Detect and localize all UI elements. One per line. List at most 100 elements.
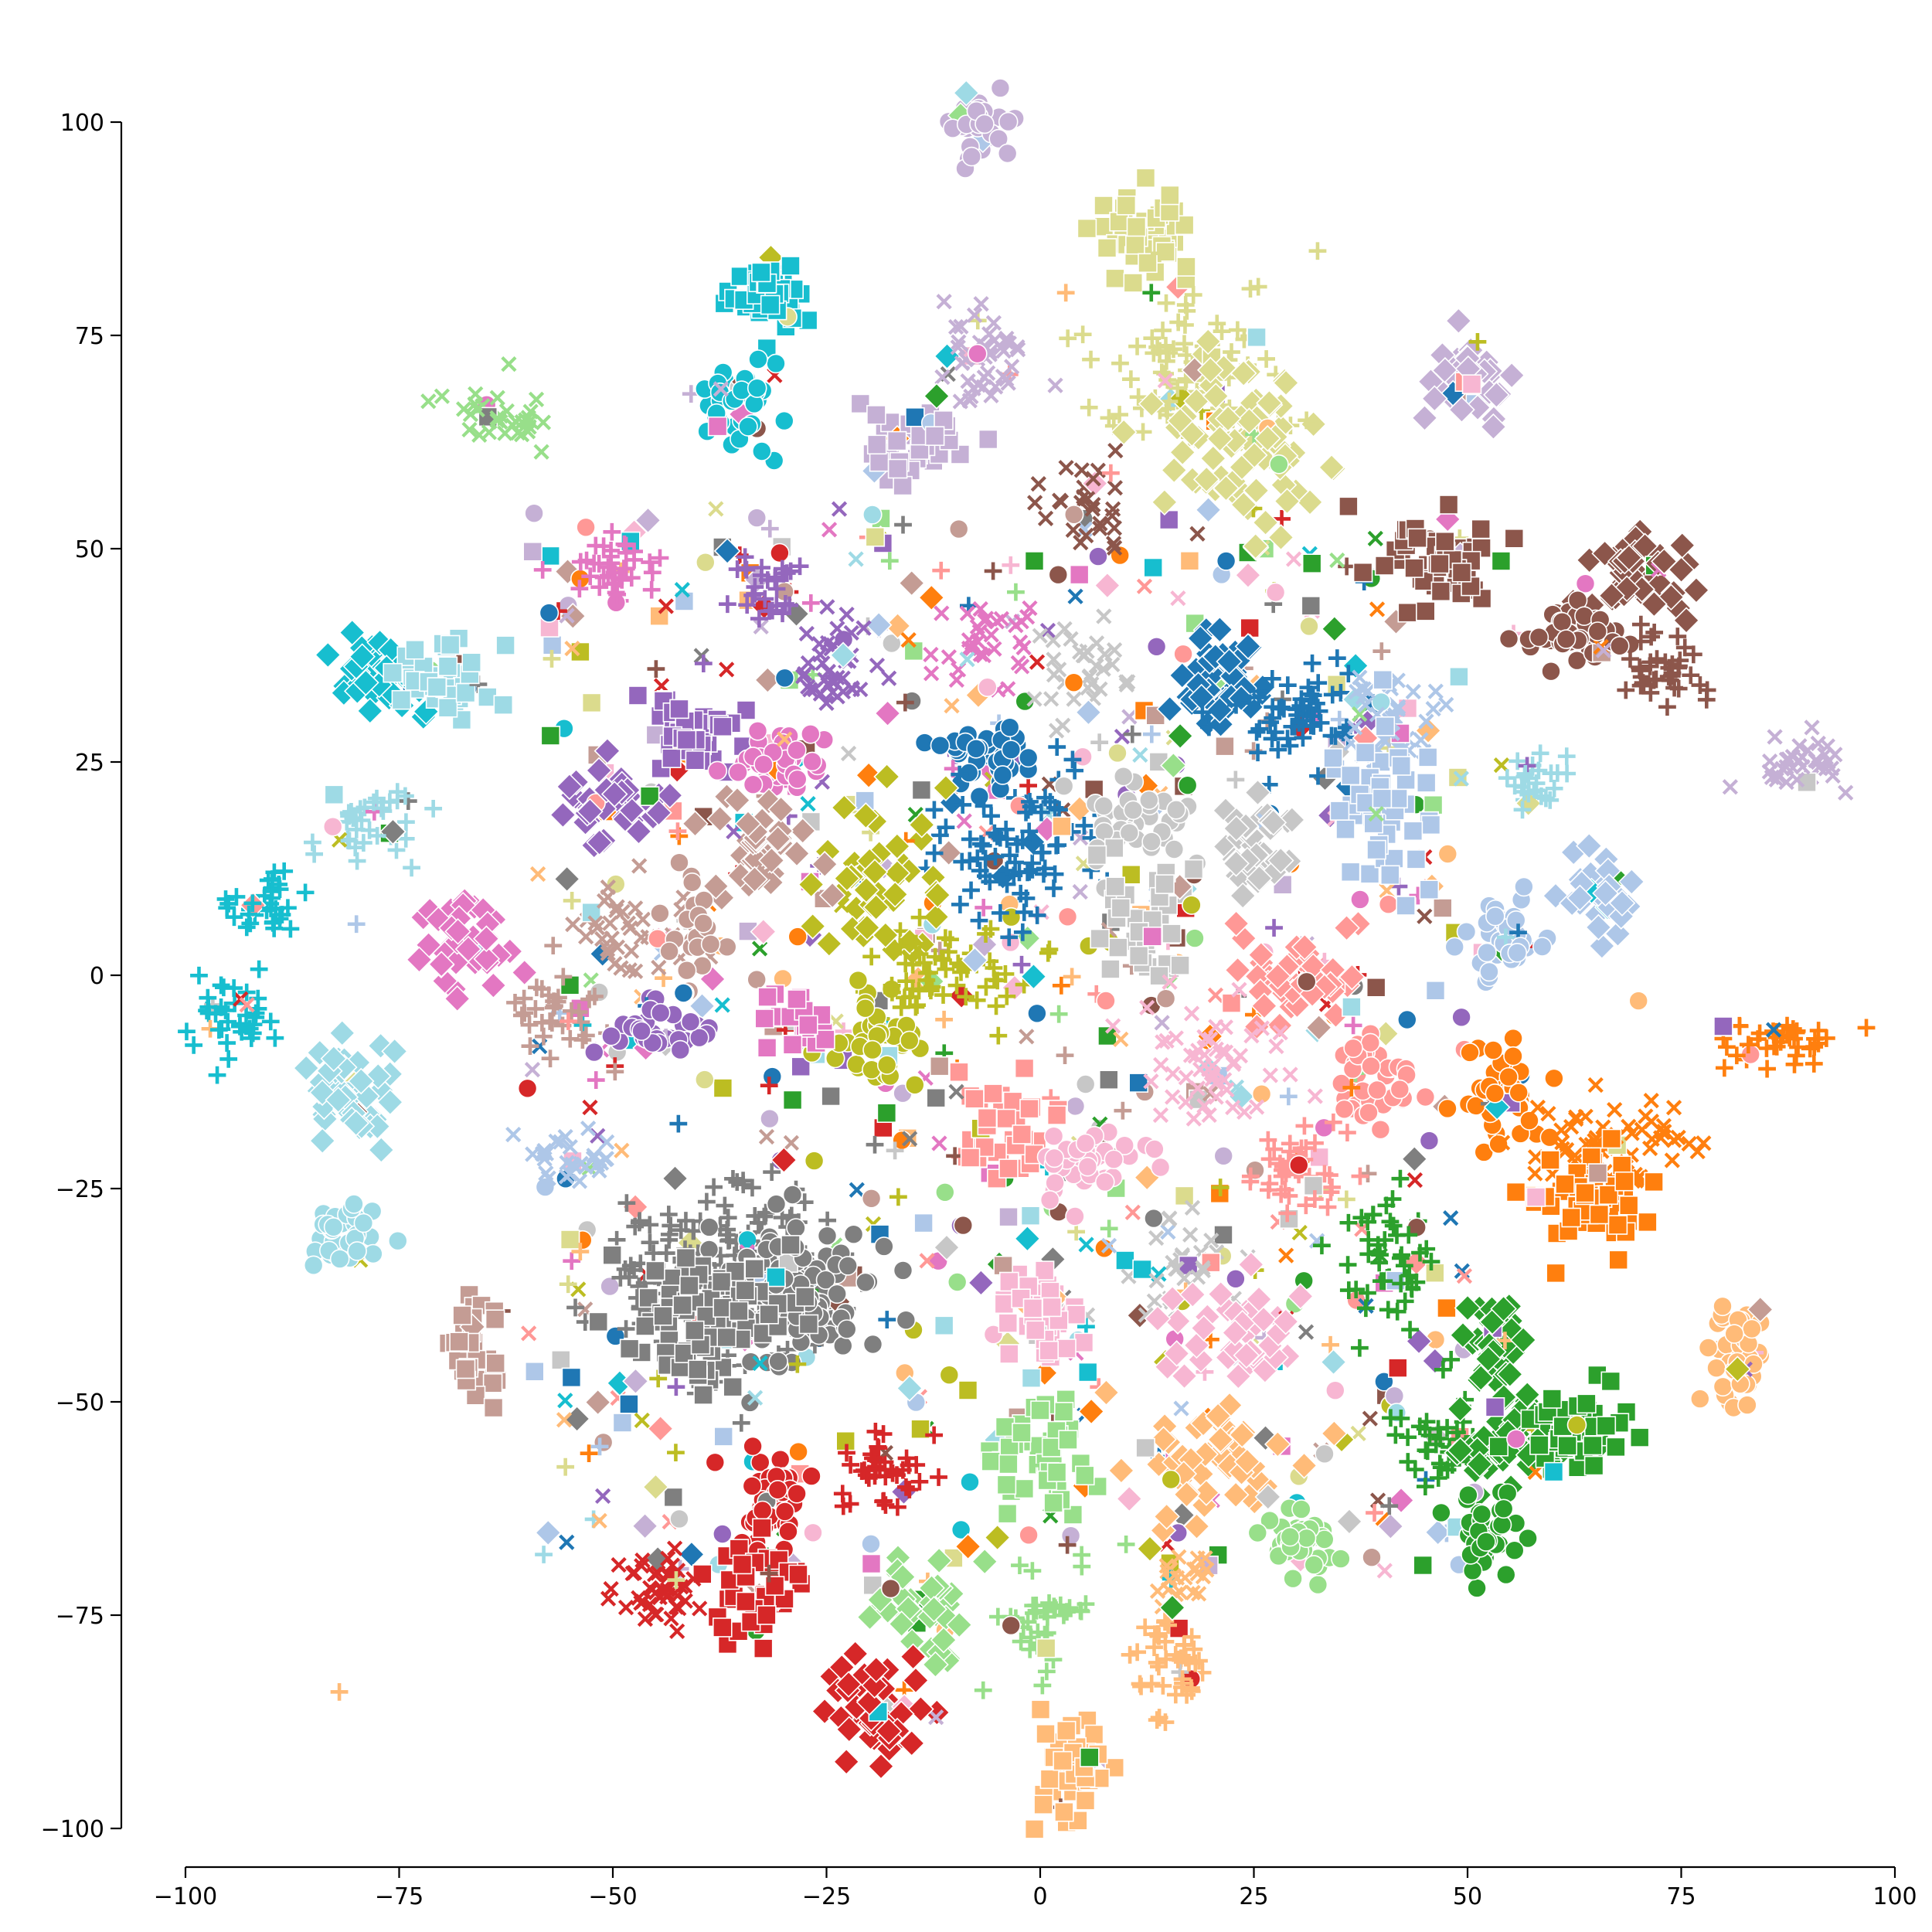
scatter-point	[580, 1120, 597, 1137]
scatter-point	[751, 441, 772, 461]
scatter-point	[1100, 1219, 1118, 1238]
scatter-point	[562, 1139, 578, 1155]
scatter-point	[259, 871, 277, 889]
scatter-point	[975, 797, 993, 815]
scatter-point	[600, 781, 628, 808]
scatter-point	[970, 911, 988, 930]
scatter-point	[1034, 1260, 1055, 1281]
scatter-point	[755, 1207, 774, 1226]
scatter-point	[1039, 1190, 1060, 1210]
scatter-point	[603, 1580, 619, 1597]
scatter-point	[766, 1267, 786, 1287]
scatter-point	[239, 997, 255, 1013]
scatter-point	[1224, 957, 1251, 984]
scatter-point	[1342, 997, 1362, 1017]
scatter-point	[896, 1375, 923, 1402]
scatter-point	[1101, 464, 1120, 482]
scatter-point	[945, 1611, 973, 1638]
scatter-point	[1299, 616, 1319, 637]
scatter-point	[973, 296, 989, 312]
scatter-point	[1372, 642, 1391, 661]
scatter-point	[900, 1030, 920, 1051]
scatter-point	[320, 1045, 348, 1073]
scatter-point	[1183, 1512, 1210, 1540]
scatter-point	[1225, 1056, 1242, 1073]
scatter-point	[580, 1444, 598, 1463]
scatter-point	[1096, 608, 1112, 624]
scatter-point	[1338, 1124, 1356, 1141]
scatter-point	[1413, 732, 1429, 748]
scatter-point	[976, 849, 995, 868]
scatter-point	[1242, 532, 1270, 560]
scatter-point	[1104, 656, 1121, 673]
scatter-point	[1163, 1340, 1190, 1367]
scatter-point	[734, 1172, 752, 1190]
scatter-point	[893, 475, 913, 496]
scatter-point	[963, 388, 979, 405]
scatter-point	[656, 781, 684, 809]
scatter-point	[535, 1177, 556, 1197]
scatter-point	[1427, 1435, 1445, 1454]
scatter-point	[732, 1554, 753, 1575]
scatter-point	[905, 1075, 925, 1095]
scatter-point	[1461, 374, 1482, 395]
scatter-point	[1063, 672, 1084, 693]
scatter-point	[1404, 558, 1424, 578]
scatter-point	[1690, 1389, 1710, 1409]
scatter-point	[1223, 850, 1250, 877]
scatter-point	[1403, 821, 1423, 842]
scatter-point	[1329, 801, 1350, 821]
scatter-point	[799, 913, 826, 940]
scatter-point	[1204, 1402, 1232, 1430]
scatter-point	[1115, 1485, 1143, 1512]
scatter-point	[1451, 562, 1472, 583]
scatter-point	[1104, 508, 1121, 524]
scatter-point	[815, 1029, 835, 1049]
scatter-point	[405, 639, 425, 660]
scatter-point	[957, 1380, 978, 1400]
scatter-point	[718, 1220, 736, 1239]
scatter-point	[1397, 1009, 1417, 1030]
scatter-point	[1229, 882, 1257, 910]
scatter-point	[1121, 370, 1140, 389]
scatter-point	[729, 1301, 749, 1321]
scatter-point	[1244, 779, 1271, 806]
scatter-point	[1271, 1155, 1289, 1173]
scatter-point	[753, 618, 769, 634]
scatter-point	[1262, 1067, 1278, 1083]
scatter-point	[599, 941, 616, 957]
scatter-point	[1761, 764, 1777, 780]
scatter-point	[953, 1215, 974, 1236]
scatter-point	[564, 640, 580, 657]
scatter-point	[1540, 1105, 1556, 1122]
scatter-point	[367, 1032, 394, 1060]
scatter-point	[1015, 903, 1033, 921]
scatter-point	[225, 979, 243, 997]
scatter-point	[1801, 1039, 1819, 1058]
scatter-point	[1375, 1272, 1393, 1291]
scatter-point	[524, 1062, 541, 1078]
scatter-point	[1166, 723, 1194, 750]
scatter-point	[855, 761, 883, 789]
scatter-point	[1159, 202, 1180, 222]
scatter-point	[834, 1497, 852, 1515]
scatter-point	[992, 765, 1013, 785]
scatter-point	[1350, 1425, 1366, 1442]
scatter-point	[449, 1332, 469, 1352]
scatter-point	[1150, 1709, 1168, 1726]
scatter-point	[658, 598, 674, 614]
scatter-point	[1013, 923, 1032, 941]
scatter-point	[469, 401, 485, 418]
scatter-point	[1052, 816, 1072, 837]
scatter-point	[670, 1039, 691, 1060]
scatter-point	[1542, 764, 1560, 783]
scatter-point	[534, 1145, 551, 1162]
scatter-point	[1128, 945, 1149, 966]
scatter-point	[1513, 801, 1532, 819]
scatter-point	[1278, 1204, 1297, 1223]
scatter-point	[866, 405, 886, 425]
scatter-point	[1724, 1355, 1751, 1383]
scatter-point	[1483, 381, 1510, 409]
scatter-point	[1189, 526, 1206, 542]
scatter-point	[712, 1524, 733, 1544]
